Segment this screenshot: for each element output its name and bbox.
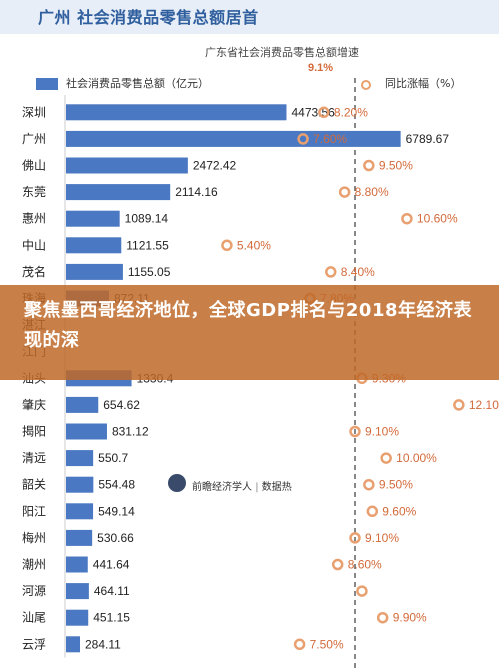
growth-point xyxy=(349,532,361,544)
category-label: 惠州 xyxy=(22,212,46,226)
bar-value-label: 549.14 xyxy=(98,504,135,518)
average-growth-label: 9.1% xyxy=(308,62,334,74)
legend-bar-label: 社会消费品零售总额（亿元） xyxy=(66,77,209,90)
growth-label: 12.10% xyxy=(469,398,499,412)
category-label: 东莞 xyxy=(22,185,46,199)
bar-value-label: 2114.16 xyxy=(175,185,218,199)
bar-value-label: 6789.67 xyxy=(406,132,450,146)
legend-dot-swatch xyxy=(361,80,371,90)
growth-label: 8.20% xyxy=(334,105,368,119)
bar xyxy=(66,396,99,413)
growth-label: 8.60% xyxy=(348,558,382,572)
bar-value-label: 550.7 xyxy=(98,451,128,465)
growth-point xyxy=(380,452,392,464)
category-label: 揭阳 xyxy=(22,424,46,439)
bar xyxy=(66,104,287,121)
bar-value-label: 441.64 xyxy=(93,558,130,572)
bar xyxy=(66,476,94,493)
growth-label: 5.40% xyxy=(237,238,271,252)
author-avatar xyxy=(168,474,186,492)
category-label: 清远 xyxy=(22,451,46,465)
growth-label: 9.10% xyxy=(365,425,399,439)
legend-dot-label: 同比涨幅（%） xyxy=(385,77,462,90)
growth-point xyxy=(366,505,379,518)
bar xyxy=(66,636,81,653)
growth-label: 9.10% xyxy=(365,531,399,545)
growth-label: 10.00% xyxy=(396,451,437,465)
growth-point xyxy=(221,239,233,252)
growth-point xyxy=(356,585,368,597)
bar xyxy=(66,210,120,227)
bar xyxy=(66,556,88,573)
growth-point xyxy=(325,266,337,278)
bar xyxy=(66,184,171,201)
category-label: 深圳 xyxy=(22,105,46,119)
category-label: 云浮 xyxy=(22,637,46,651)
watermark: 前瞻经济学人 | 数据热 xyxy=(192,478,292,493)
bar xyxy=(66,583,89,600)
category-label: 梅州 xyxy=(22,530,46,545)
bar xyxy=(66,423,107,440)
growth-label: 7.50% xyxy=(310,637,344,651)
bar-value-label: 464.11 xyxy=(94,584,130,598)
bar xyxy=(66,157,188,174)
growth-point xyxy=(363,159,375,172)
bar xyxy=(66,263,123,280)
watermark-author: 前瞻经济学人 xyxy=(192,482,252,493)
growth-point xyxy=(363,478,375,491)
growth-label: 9.60% xyxy=(382,504,416,518)
bar xyxy=(66,529,93,546)
bar-value-label: 654.62 xyxy=(103,398,140,412)
growth-label: 8.80% xyxy=(355,185,389,199)
category-label: 潮州 xyxy=(22,557,46,572)
headline-overlay xyxy=(0,285,499,380)
category-label: 阳江 xyxy=(22,504,46,518)
growth-point xyxy=(401,212,413,225)
category-label: 汕尾 xyxy=(22,611,46,625)
growth-point xyxy=(293,638,306,651)
growth-point xyxy=(453,399,465,411)
bar-value-label: 831.12 xyxy=(112,425,149,439)
growth-label: 9.50% xyxy=(379,159,413,173)
bar xyxy=(66,503,94,520)
growth-point xyxy=(376,611,389,624)
growth-point xyxy=(318,106,330,119)
bar-value-label: 284.11 xyxy=(85,637,121,651)
watermark-separator: | xyxy=(255,482,259,493)
growth-label: 9.50% xyxy=(379,478,413,492)
bar-value-label: 1155.05 xyxy=(128,265,171,279)
bar-value-label: 2472.42 xyxy=(193,159,237,173)
category-label: 茂名 xyxy=(22,264,46,279)
bar xyxy=(66,130,401,147)
growth-label: 8.40% xyxy=(341,265,375,279)
bar xyxy=(66,609,89,626)
growth-label: 9.90% xyxy=(393,611,427,625)
growth-point xyxy=(331,558,344,571)
growth-point xyxy=(349,425,361,438)
bar-value-label: 451.15 xyxy=(93,611,130,625)
bar-value-label: 1121.55 xyxy=(126,238,169,252)
legend-bar-swatch xyxy=(36,78,58,90)
watermark-source: 数据热 xyxy=(261,482,292,493)
headline-text: 聚焦墨西哥经济地位，全球GDP排名与2018年经济表现的深 xyxy=(24,300,473,351)
bar xyxy=(66,450,94,467)
category-label: 韶关 xyxy=(22,477,46,492)
growth-label: 10.60% xyxy=(417,212,458,226)
category-label: 河源 xyxy=(22,584,46,598)
category-label: 广州 xyxy=(22,132,46,146)
bar-value-label: 530.66 xyxy=(97,531,134,545)
category-label: 佛山 xyxy=(22,159,46,173)
category-label: 肇庆 xyxy=(22,397,46,412)
category-label: 中山 xyxy=(22,237,46,252)
bar xyxy=(66,237,122,254)
title-bar: 广州 社会消费品零售总额居首 xyxy=(0,0,499,34)
chart-title: 广州 社会消费品零售总额居首 xyxy=(38,8,259,27)
chart-subtitle: 广东省社会消费品零售总额增速 xyxy=(205,46,359,59)
bar-value-label: 1089.14 xyxy=(125,212,169,226)
bar-value-label: 554.48 xyxy=(98,478,135,492)
growth-point xyxy=(297,133,309,145)
growth-point xyxy=(338,186,351,198)
growth-label: 7.60% xyxy=(313,132,347,146)
